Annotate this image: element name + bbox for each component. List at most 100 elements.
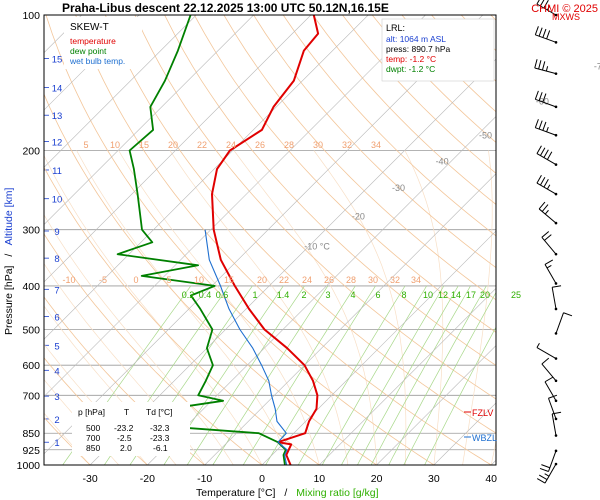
table-cell: -6.1 (153, 443, 168, 453)
wind-barb (534, 59, 558, 75)
mixing-ratio-label-mid: 32 (390, 275, 400, 285)
mixing-ratio-label-lower: 12 (438, 290, 448, 300)
isotherm-line (376, 345, 496, 465)
moist-adiabat-line (313, 150, 407, 465)
wind-barb-staff (548, 398, 557, 420)
mixing-ratio-label-mid: 26 (324, 275, 334, 285)
legend-title: SKEW-T (70, 22, 109, 33)
lrl-title: LRL: (386, 23, 405, 33)
mixing-ratio-line (321, 285, 427, 465)
mxws-label: MXWS (552, 12, 580, 22)
mixing-ratio-line (341, 285, 445, 465)
wbzl-marker: WBZL (464, 433, 497, 443)
wind-barb-feather (544, 376, 554, 383)
table-cell: -23.2 (114, 423, 134, 433)
wind-barb-feather (534, 90, 539, 100)
temperature-tick-label: -30 (83, 473, 98, 485)
mixing-ratio-label-lower: 14 (451, 290, 461, 300)
wind-barb-feather (541, 61, 546, 71)
mixing-ratio-label-upper: 34 (371, 140, 381, 150)
wind-barb-feather (534, 26, 539, 35)
wind-barb-feather (563, 312, 573, 317)
table-header-p: p [hPa] (78, 407, 105, 417)
dry-adiabat-line (460, 15, 496, 52)
dry-adiabat-line (223, 15, 496, 301)
temperature-tick-label: -20 (140, 473, 155, 485)
wind-barb-feather (552, 285, 562, 288)
wind-barb (544, 259, 558, 285)
x-axis-label-temperature: Temperature [°C] (196, 487, 276, 499)
pressure-tick-label: 1000 (17, 460, 41, 472)
wind-barb-half-feather (544, 473, 550, 477)
mixing-ratio-label-mid: 0 (133, 275, 138, 285)
dry-adiabat-line (282, 15, 496, 237)
wind-barb-feather (538, 92, 543, 101)
isotherm-line (44, 15, 426, 397)
mixing-ratio-label-mid: 34 (411, 275, 421, 285)
mixing-ratio-label-lower: 17 (466, 290, 476, 300)
altitude-tick-label: 4 (54, 366, 59, 377)
wind-barb (536, 342, 558, 360)
moist-adiabat-line (44, 154, 263, 465)
chart-title: Praha-Libus descent 22.12.2025 13:00 UTC… (62, 1, 389, 15)
altitude-tick-label: 12 (52, 137, 63, 148)
pressure-tick-label: 700 (22, 390, 40, 402)
mixing-ratio-label-lower: 25 (511, 290, 521, 300)
mixing-ratio-label-lower: 0.6 (216, 290, 229, 300)
isotherm-line (44, 15, 312, 283)
chart-labels: 1002003004005006007008509251000151413121… (17, 10, 600, 485)
y-axis-label-pressure: Pressure [hPa] (3, 265, 15, 335)
legend-item-wet-bulb: wet bulb temp. (69, 56, 125, 66)
wind-barb-feather (543, 0, 549, 9)
altitude-tick-label: 1 (54, 438, 59, 449)
altitude-tick-label: 8 (54, 254, 59, 265)
dry-adiabat-line (371, 15, 496, 143)
mixing-ratio-label-lower: 4 (350, 290, 355, 300)
wind-barb-feather (543, 179, 549, 188)
wind-barb-feather (542, 121, 547, 131)
mixing-ratio-label-lower: 2 (301, 290, 306, 300)
wind-barb-feather (539, 147, 546, 156)
table-cell: 850 (86, 443, 100, 453)
altitude-tick-label: 7 (54, 285, 59, 296)
wind-barb (554, 312, 573, 335)
legend-item-temperature: temperature (70, 36, 116, 46)
altitude-tick-label: 10 (52, 195, 63, 206)
wind-barb (536, 175, 558, 196)
dry-adiabat-label: -20 (352, 212, 365, 222)
legend-box: SKEW-T temperature dew point wet bulb te… (64, 17, 142, 69)
wind-barb-staff (551, 287, 557, 310)
mixing-ratio-label-upper: 32 (342, 140, 352, 150)
altitude-tick-label: 13 (52, 111, 63, 122)
wind-barb-staff (548, 450, 557, 472)
mixing-ratio-label-upper: 26 (255, 140, 265, 150)
wind-barb (544, 376, 558, 403)
pressure-tick-label: 100 (22, 10, 40, 22)
mixing-ratio-label-lower: 3 (325, 290, 330, 300)
isotherms (44, 15, 496, 465)
wind-barb-feather (534, 59, 538, 69)
wind-barb-staff (535, 34, 557, 43)
summary-table: p [hPa] T Td [°C] 500 -23.2 -32.3 700 -2… (72, 402, 190, 456)
table-header-t: T (124, 407, 129, 417)
wind-barb-half-feather (536, 342, 540, 348)
mixing-ratio-label-upper: 22 (197, 140, 207, 150)
fzlv-label: FZLV (472, 408, 493, 418)
mixing-ratio-line (265, 285, 376, 465)
altitude-tick-label: 6 (54, 313, 59, 324)
wind-barb-feather (539, 177, 546, 186)
dry-adiabat-line (134, 15, 496, 400)
wind-barb-staff (551, 413, 557, 436)
dry-adiabat-line (312, 15, 496, 205)
wind-barb-staff (536, 153, 557, 166)
wind-barb (534, 26, 558, 44)
wind-barb-staff (535, 127, 557, 136)
series-line-wet-bulb-temp (204, 229, 288, 465)
copyright-text: CHMI © 2025 (531, 3, 598, 15)
wind-barb-feather (542, 93, 547, 103)
dry-adiabat-label: -70 (594, 61, 600, 71)
wind-barbs (534, 0, 573, 484)
dry-adiabat-line (580, 15, 600, 465)
mixing-ratio-line (242, 285, 356, 465)
altitude-tick-label: 14 (52, 84, 63, 95)
